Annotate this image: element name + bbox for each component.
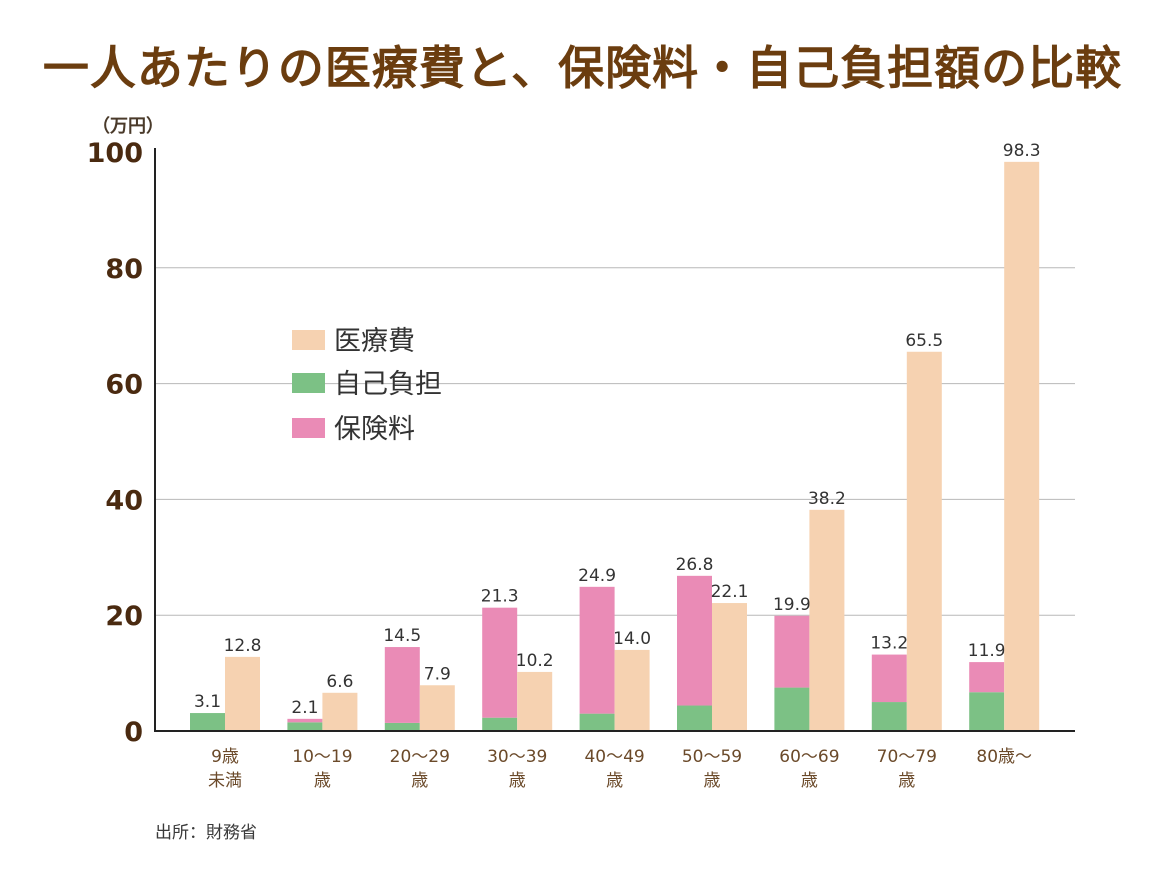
x-tick-label: 9歳 xyxy=(211,747,239,767)
premium-bar xyxy=(579,586,615,714)
x-tick-label: 歳 xyxy=(314,771,331,791)
medical-cost-bar xyxy=(225,656,260,731)
medical-cost-bar xyxy=(712,603,747,731)
medical-cost-bar xyxy=(906,351,942,731)
self-pay-bar xyxy=(287,722,323,731)
x-tick-label: 40～49 xyxy=(584,747,644,767)
premium-bar xyxy=(384,647,420,723)
y-tick-label: 60 xyxy=(105,370,143,401)
cost-value-label: 98.3 xyxy=(1003,141,1041,161)
x-tick-label: 50～59 xyxy=(682,747,742,767)
stack-value-label: 3.1 xyxy=(194,692,221,712)
stack-value-label: 26.8 xyxy=(676,555,714,575)
premium-bar xyxy=(871,654,907,703)
self-pay-bar xyxy=(969,692,1005,731)
self-pay-bar xyxy=(677,705,712,731)
y-tick-label: 0 xyxy=(124,717,143,748)
stack-value-label: 21.3 xyxy=(481,587,519,607)
legend-label: 自己負担 xyxy=(334,369,442,400)
y-tick-label: 40 xyxy=(105,485,143,516)
cost-value-label: 65.5 xyxy=(905,331,943,351)
stack-value-label: 11.9 xyxy=(968,641,1006,661)
x-tick-label: 歳 xyxy=(704,771,721,791)
x-tick-label: 未満 xyxy=(208,771,242,791)
legend-swatch xyxy=(292,418,325,438)
self-pay-bar xyxy=(774,687,810,731)
chart-title: 一人あたりの医療費と、保険料・自己負担額の比較 xyxy=(42,41,1123,95)
premium-bar xyxy=(287,718,323,723)
stack-value-label: 13.2 xyxy=(870,634,908,654)
y-tick-label: 20 xyxy=(105,601,143,632)
y-axis-unit: （万円） xyxy=(92,116,164,137)
y-tick-label: 80 xyxy=(105,254,143,285)
self-pay-bar xyxy=(482,717,518,731)
premium-bar xyxy=(482,607,518,718)
legend-swatch xyxy=(292,373,325,393)
stack-value-label: 2.1 xyxy=(291,698,318,718)
self-pay-bar xyxy=(190,713,225,731)
medical-cost-bar xyxy=(322,692,358,731)
cost-value-label: 22.1 xyxy=(711,582,749,602)
medical-cost-bar xyxy=(809,509,845,731)
cost-value-label: 10.2 xyxy=(516,651,554,671)
stack-value-label: 24.9 xyxy=(578,566,616,586)
premium-bar xyxy=(969,662,1005,693)
x-tick-label: 歳 xyxy=(509,771,526,791)
medical-cost-bar xyxy=(517,671,553,731)
cost-value-label: 7.9 xyxy=(424,664,451,684)
cost-value-label: 6.6 xyxy=(326,672,353,692)
legend-swatch xyxy=(292,330,325,350)
x-tick-label: 歳 xyxy=(411,771,428,791)
x-tick-label: 歳 xyxy=(606,771,623,791)
x-tick-label: 10～19 xyxy=(292,747,352,767)
x-tick-label: 80歳～ xyxy=(976,747,1032,767)
medical-cost-bar xyxy=(614,649,650,731)
x-tick-label: 歳 xyxy=(801,771,818,791)
x-tick-label: 70～79 xyxy=(877,747,937,767)
y-tick-label: 100 xyxy=(87,138,143,169)
x-tick-label: 30～39 xyxy=(487,747,547,767)
x-tick-label: 歳 xyxy=(898,771,915,791)
self-pay-bar xyxy=(579,713,615,731)
premium-bar xyxy=(677,575,712,706)
legend-label: 医療費 xyxy=(334,326,415,357)
source-note: 出所：財務省 xyxy=(155,823,257,843)
x-tick-label: 60～69 xyxy=(779,747,839,767)
cost-value-label: 12.8 xyxy=(224,636,262,656)
medical-cost-bar xyxy=(1004,161,1040,731)
cost-value-label: 14.0 xyxy=(613,629,651,649)
stack-value-label: 19.9 xyxy=(773,595,811,615)
medical-cost-bar xyxy=(419,685,455,731)
self-pay-bar xyxy=(871,702,907,731)
premium-bar xyxy=(774,615,810,688)
legend-label: 保険料 xyxy=(334,414,415,445)
self-pay-bar xyxy=(384,722,420,731)
x-tick-label: 20～29 xyxy=(390,747,450,767)
stack-value-label: 14.5 xyxy=(383,626,421,646)
cost-value-label: 38.2 xyxy=(808,489,846,509)
